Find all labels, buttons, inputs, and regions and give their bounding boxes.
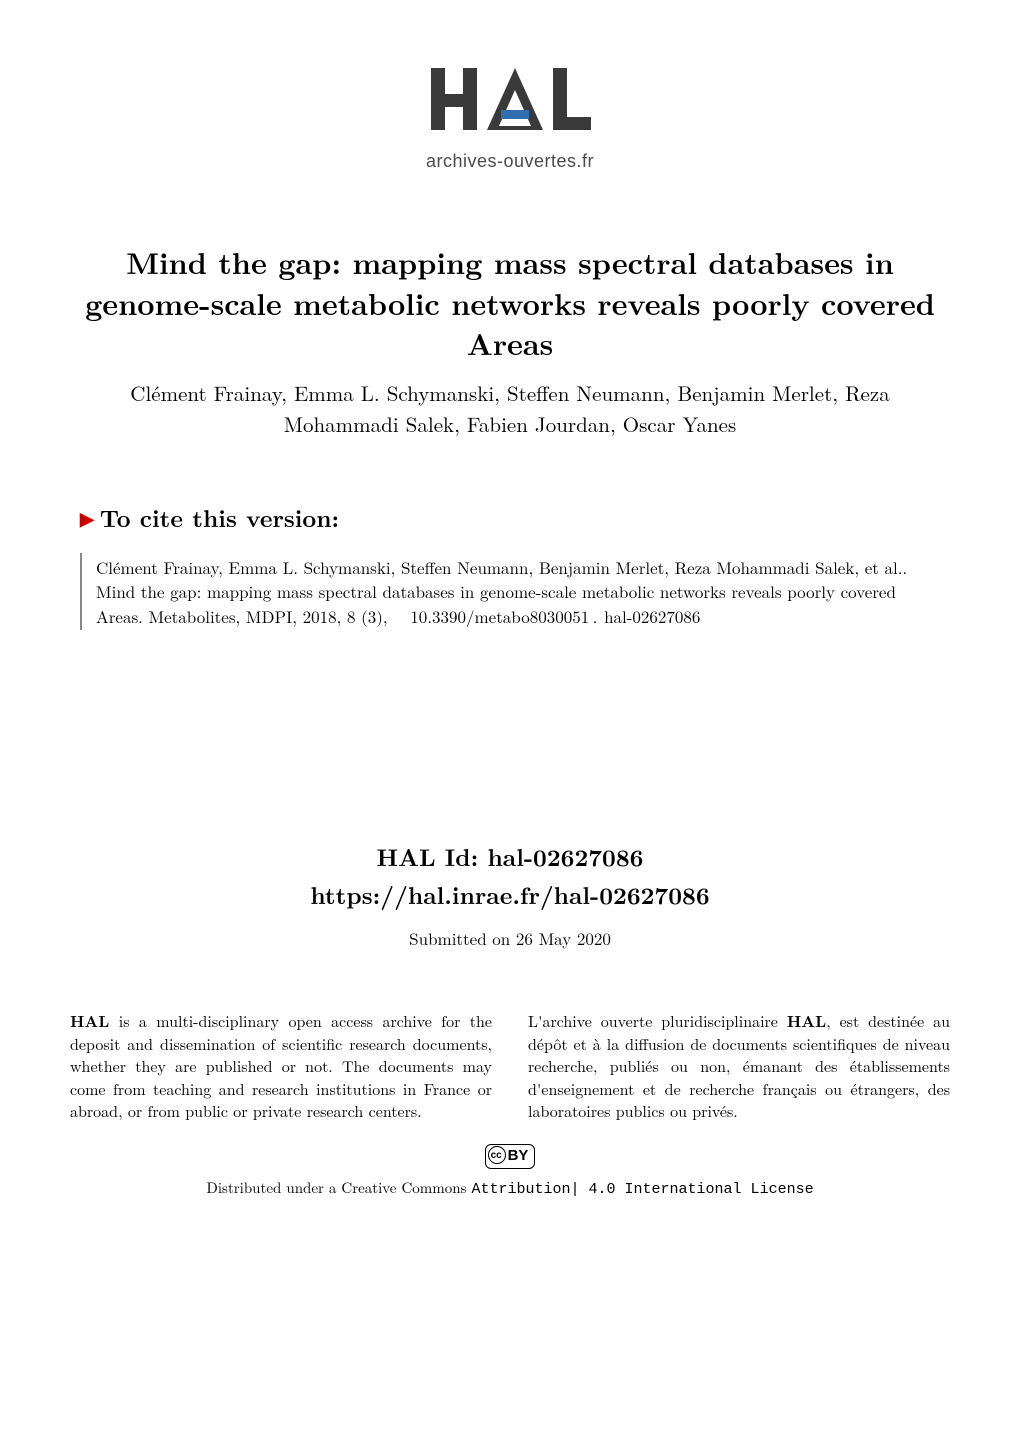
paper-title: Mind the gap: mapping mass spectral data… (80, 242, 940, 364)
cite-block: ▶To cite this version: Clément Frainay, … (80, 501, 940, 631)
hal-description-left: HAL is a multi-disciplinary open access … (70, 1010, 492, 1122)
hal-logo (425, 60, 595, 140)
cite-heading: ▶To cite this version: (80, 501, 940, 535)
hal-logo-svg (425, 60, 595, 140)
cc-badge-text: BY (508, 1147, 529, 1164)
cc-by-badge-icon: BY (485, 1144, 536, 1169)
cite-triangle-icon: ▶ (80, 506, 94, 531)
license-line: Distributed under a Creative Commons Att… (0, 1177, 1020, 1198)
cite-heading-text: To cite this version: (100, 501, 339, 535)
license-block: BY Distributed under a Creative Commons … (0, 1142, 1020, 1198)
hal-logo-block: archives-ouvertes.fr (0, 0, 1020, 172)
submitted-date: Submitted on 26 May 2020 (0, 926, 1020, 950)
hal-description-right: L'archive ouverte pluridisciplinaire HAL… (528, 1010, 950, 1122)
hal-desc-right-lead: HAL (787, 1009, 826, 1032)
hal-desc-right-prefix: L'archive ouverte pluridisciplinaire (528, 1009, 787, 1032)
hal-desc-left-rest: is a multi-disciplinary open access arch… (70, 1009, 492, 1122)
title-block: Mind the gap: mapping mass spectral data… (80, 242, 940, 441)
paper-authors: Clément Frainay, Emma L. Schymanski, Ste… (80, 378, 940, 441)
license-link: Attribution| 4.0 International License (472, 1181, 814, 1198)
cite-text: Clément Frainay, Emma L. Schymanski, Ste… (80, 553, 940, 631)
hal-url: https://hal.inrae.fr/hal-02627086 (0, 878, 1020, 912)
license-prefix: Distributed under a Creative Commons (206, 1177, 471, 1198)
hal-logo-subtext: archives-ouvertes.fr (0, 151, 1020, 172)
hal-id-block: HAL Id: hal-02627086 https://hal.inrae.f… (0, 840, 1020, 950)
hal-description: HAL is a multi-disciplinary open access … (70, 1010, 950, 1122)
hal-desc-left-lead: HAL (70, 1009, 109, 1032)
hal-id-label: HAL Id: hal-02627086 (0, 840, 1020, 874)
